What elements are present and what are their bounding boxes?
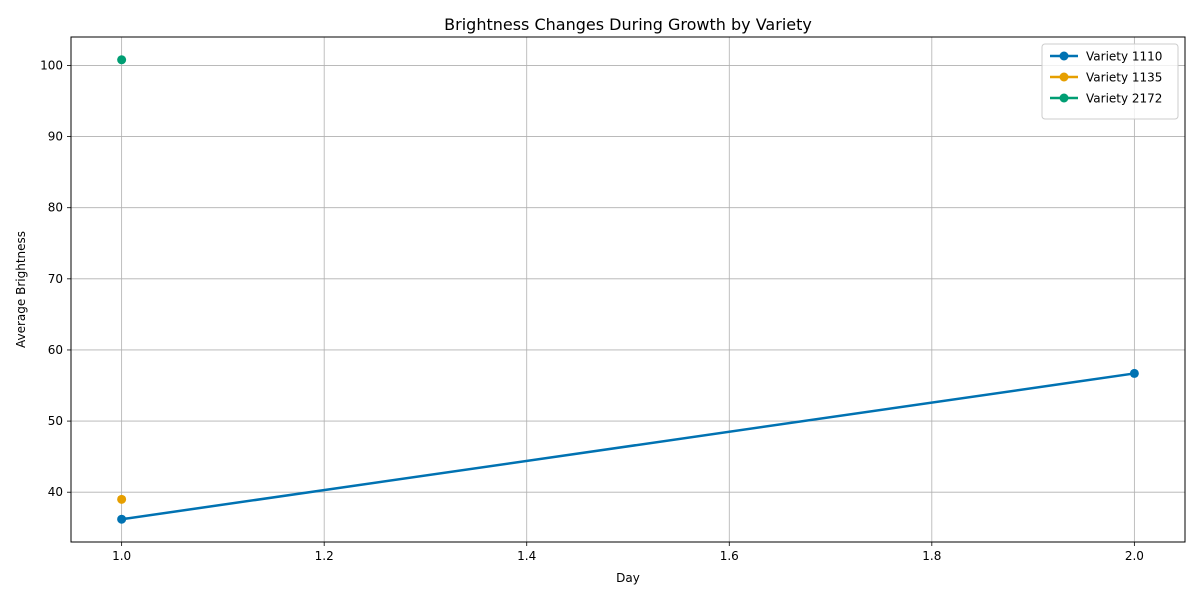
- series-variety-1135: [117, 494, 127, 504]
- legend-box: [1041, 43, 1179, 120]
- y-tick-label: 50: [48, 414, 63, 428]
- x-axis-label: Day: [616, 571, 640, 585]
- y-tick-label: 80: [48, 201, 63, 215]
- x-tick-label: 1.0: [112, 549, 131, 563]
- y-tick-label: 90: [48, 130, 63, 144]
- legend: Variety 1110 Variety 1135 Variety 2172: [1041, 43, 1179, 120]
- plot-frame: [70, 36, 1186, 543]
- legend-label: Variety 2172: [1086, 92, 1162, 106]
- legend-marker: [1059, 93, 1069, 103]
- legend-item: Variety 1135: [1050, 71, 1162, 85]
- legend-marker: [1059, 72, 1069, 82]
- series-layer: [117, 55, 1139, 524]
- y-tick-label: 100: [40, 58, 63, 72]
- series-variety-1110: [117, 368, 1139, 524]
- legend-item: Variety 2172: [1050, 92, 1162, 106]
- x-tick-label: 1.8: [922, 549, 941, 563]
- legend-label: Variety 1135: [1086, 71, 1162, 85]
- series-line: [121, 372, 1135, 521]
- series-variety-2172: [117, 55, 127, 65]
- x-tick-label: 2.0: [1125, 549, 1144, 563]
- legend-marker: [1059, 51, 1069, 61]
- y-tick-label: 40: [48, 485, 63, 499]
- data-point: [117, 494, 127, 504]
- chart-title: Brightness Changes During Growth by Vari…: [444, 15, 812, 34]
- x-tick-label: 1.6: [720, 549, 739, 563]
- axes: 1.0 1.2 1.4 1.6 1.8 2.0 40 50 60 70 80 90 100: [40, 58, 1144, 563]
- y-tick-label: 70: [48, 272, 63, 286]
- y-axis-label: Average Brightness: [14, 231, 28, 348]
- x-tick-label: 1.2: [315, 549, 334, 563]
- y-tick-label: 60: [48, 343, 63, 357]
- grid-lines: [71, 37, 1185, 542]
- x-tick-label: 1.4: [517, 549, 536, 563]
- data-point: [1129, 368, 1139, 378]
- data-point: [117, 55, 127, 65]
- data-point: [117, 514, 127, 524]
- legend-label: Variety 1110: [1086, 50, 1162, 64]
- legend-item: Variety 1110: [1050, 50, 1162, 64]
